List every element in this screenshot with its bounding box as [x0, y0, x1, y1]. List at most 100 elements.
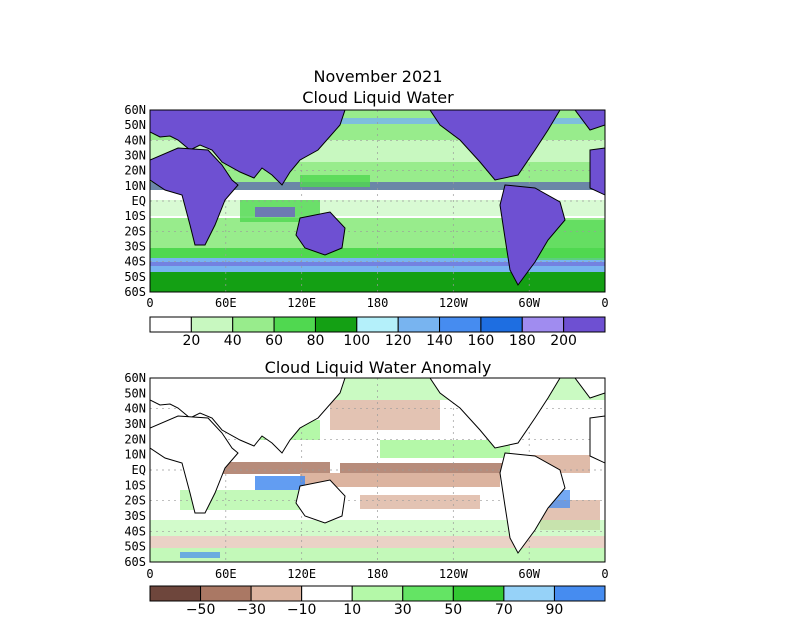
- lon-tick-label: 120W: [439, 567, 469, 581]
- panel-1-title: Cloud Liquid Water: [302, 88, 454, 107]
- colorbar-tick-label: −10: [287, 602, 317, 618]
- lat-tick-label: 40N: [124, 133, 146, 147]
- colorbar-swatch: [250, 585, 303, 602]
- colorbar-swatch: [439, 316, 482, 333]
- panel-1-colorbar: [149, 316, 606, 333]
- lon-tick-label: 120W: [439, 296, 469, 310]
- lon-tick-label: 60W: [518, 567, 540, 581]
- lat-tick-label: 60N: [124, 103, 146, 117]
- continent-europe-east: [589, 415, 605, 464]
- lat-tick-label: EQ: [132, 194, 146, 208]
- colorbar-tick-label: 90: [545, 602, 563, 618]
- colorbar-swatch: [200, 585, 252, 602]
- lon-tick-label: 60W: [518, 296, 540, 310]
- lat-tick-label: 20S: [124, 494, 146, 508]
- lat-tick-label: 40N: [124, 402, 146, 416]
- lon-tick-label: 120E: [287, 567, 316, 581]
- lon-tick-label: 0: [601, 296, 608, 310]
- continent-europe-asia: [150, 110, 346, 186]
- lat-tick-label: 30N: [124, 149, 146, 163]
- lat-tick-label: 10N: [124, 179, 146, 193]
- lat-tick-label: 30N: [124, 417, 146, 431]
- colorbar-tick-label: −50: [186, 602, 216, 618]
- colorbar-tick-label: 200: [550, 333, 577, 349]
- continent-australia: [295, 479, 346, 524]
- lat-tick-label: 50N: [124, 118, 146, 132]
- panel-1-colorbar-labels: 20 40 60 80 100 120 140 160 180 200: [182, 333, 576, 349]
- colorbar-swatch: [402, 585, 454, 602]
- continent-south-america: [499, 184, 566, 286]
- lat-tick-label: 20N: [124, 432, 146, 446]
- lon-tick-label: 180: [367, 567, 389, 581]
- figure-title: November 2021: [313, 67, 442, 86]
- panel-2-land: [150, 378, 605, 554]
- lat-tick-label: 40S: [124, 524, 146, 538]
- continent-europe-asia: [150, 378, 346, 454]
- lat-tick-label: 10N: [124, 448, 146, 462]
- colorbar-tick-label: 30: [394, 602, 412, 618]
- lat-tick-label: 40S: [124, 255, 146, 269]
- lat-tick-label: 60S: [124, 285, 146, 299]
- colorbar-swatch: [273, 316, 316, 333]
- panel-2-lat-axis: 60N 50N 40N 30N 20N 10N EQ 10S 20S 30S 4…: [124, 371, 146, 569]
- panel-1-lon-axis: 0 60E 120E 180 120W 60W 0: [146, 296, 608, 310]
- panel-1-frame: [149, 109, 606, 293]
- lon-tick-label: 120E: [287, 296, 316, 310]
- colorbar-swatch: [149, 316, 192, 333]
- continent-greenland: [574, 110, 605, 131]
- colorbar-swatch: [480, 316, 523, 333]
- colorbar-tick-label: 50: [444, 602, 462, 618]
- colorbar-swatch: [553, 585, 606, 602]
- lat-tick-label: 30S: [124, 240, 146, 254]
- continent-australia: [295, 211, 346, 256]
- lat-tick-label: 50N: [124, 386, 146, 400]
- colorbar-swatch: [356, 316, 399, 333]
- colorbar-swatch: [314, 316, 358, 333]
- continent-south-america: [499, 452, 566, 554]
- lat-tick-label: EQ: [132, 463, 146, 477]
- panel-2-title: Cloud Liquid Water Anomaly: [265, 358, 492, 377]
- continent-africa: [150, 147, 239, 246]
- panel-1-map: [150, 110, 605, 292]
- panel-2-colorbar-labels: −50 −30 −10 10 30 50 70 90: [186, 602, 563, 618]
- lat-tick-label: 60N: [124, 371, 146, 385]
- colorbar-swatch: [563, 316, 606, 333]
- colorbar-swatch: [503, 585, 555, 602]
- continent-north-america: [429, 378, 561, 449]
- panel-2-colorbar: [149, 585, 606, 602]
- colorbar-swatch: [149, 585, 202, 602]
- colorbar-tick-label: 10: [343, 602, 361, 618]
- continent-greenland: [574, 378, 605, 399]
- panel-1-land: [150, 110, 605, 286]
- colorbar-tick-label: 180: [509, 333, 536, 349]
- panel-2-lon-axis: 0 60E 120E 180 120W 60W 0: [146, 567, 608, 581]
- colorbar-tick-label: 80: [307, 333, 325, 349]
- lon-tick-label: 0: [601, 567, 608, 581]
- lat-tick-label: 20S: [124, 224, 146, 238]
- lat-tick-label: 20N: [124, 164, 146, 178]
- colorbar-tick-label: 20: [182, 333, 200, 349]
- panel-2-frame: [149, 377, 606, 563]
- panel-2-map: [150, 378, 605, 562]
- colorbar-tick-label: 140: [426, 333, 453, 349]
- colorbar-tick-label: 120: [385, 333, 412, 349]
- colorbar-swatch: [521, 316, 565, 333]
- lon-tick-label: 60E: [215, 567, 237, 581]
- continent-north-america: [429, 110, 561, 181]
- lon-tick-label: 180: [367, 296, 389, 310]
- continent-africa: [150, 415, 239, 514]
- lat-tick-label: 30S: [124, 509, 146, 523]
- lon-tick-label: 0: [146, 296, 153, 310]
- colorbar-tick-label: 70: [495, 602, 513, 618]
- colorbar-swatch: [397, 316, 441, 333]
- colorbar-tick-label: 60: [265, 333, 283, 349]
- panel-1-lat-axis: 60N 50N 40N 30N 20N 10N EQ 10S 20S 30S 4…: [124, 103, 146, 299]
- lat-tick-label: 50S: [124, 540, 146, 554]
- colorbar-swatch: [301, 585, 353, 602]
- lat-tick-label: 10S: [124, 478, 146, 492]
- lon-tick-label: 0: [146, 567, 153, 581]
- colorbar-tick-label: 160: [468, 333, 495, 349]
- lon-tick-label: 60E: [215, 296, 237, 310]
- continent-europe-east: [589, 147, 605, 196]
